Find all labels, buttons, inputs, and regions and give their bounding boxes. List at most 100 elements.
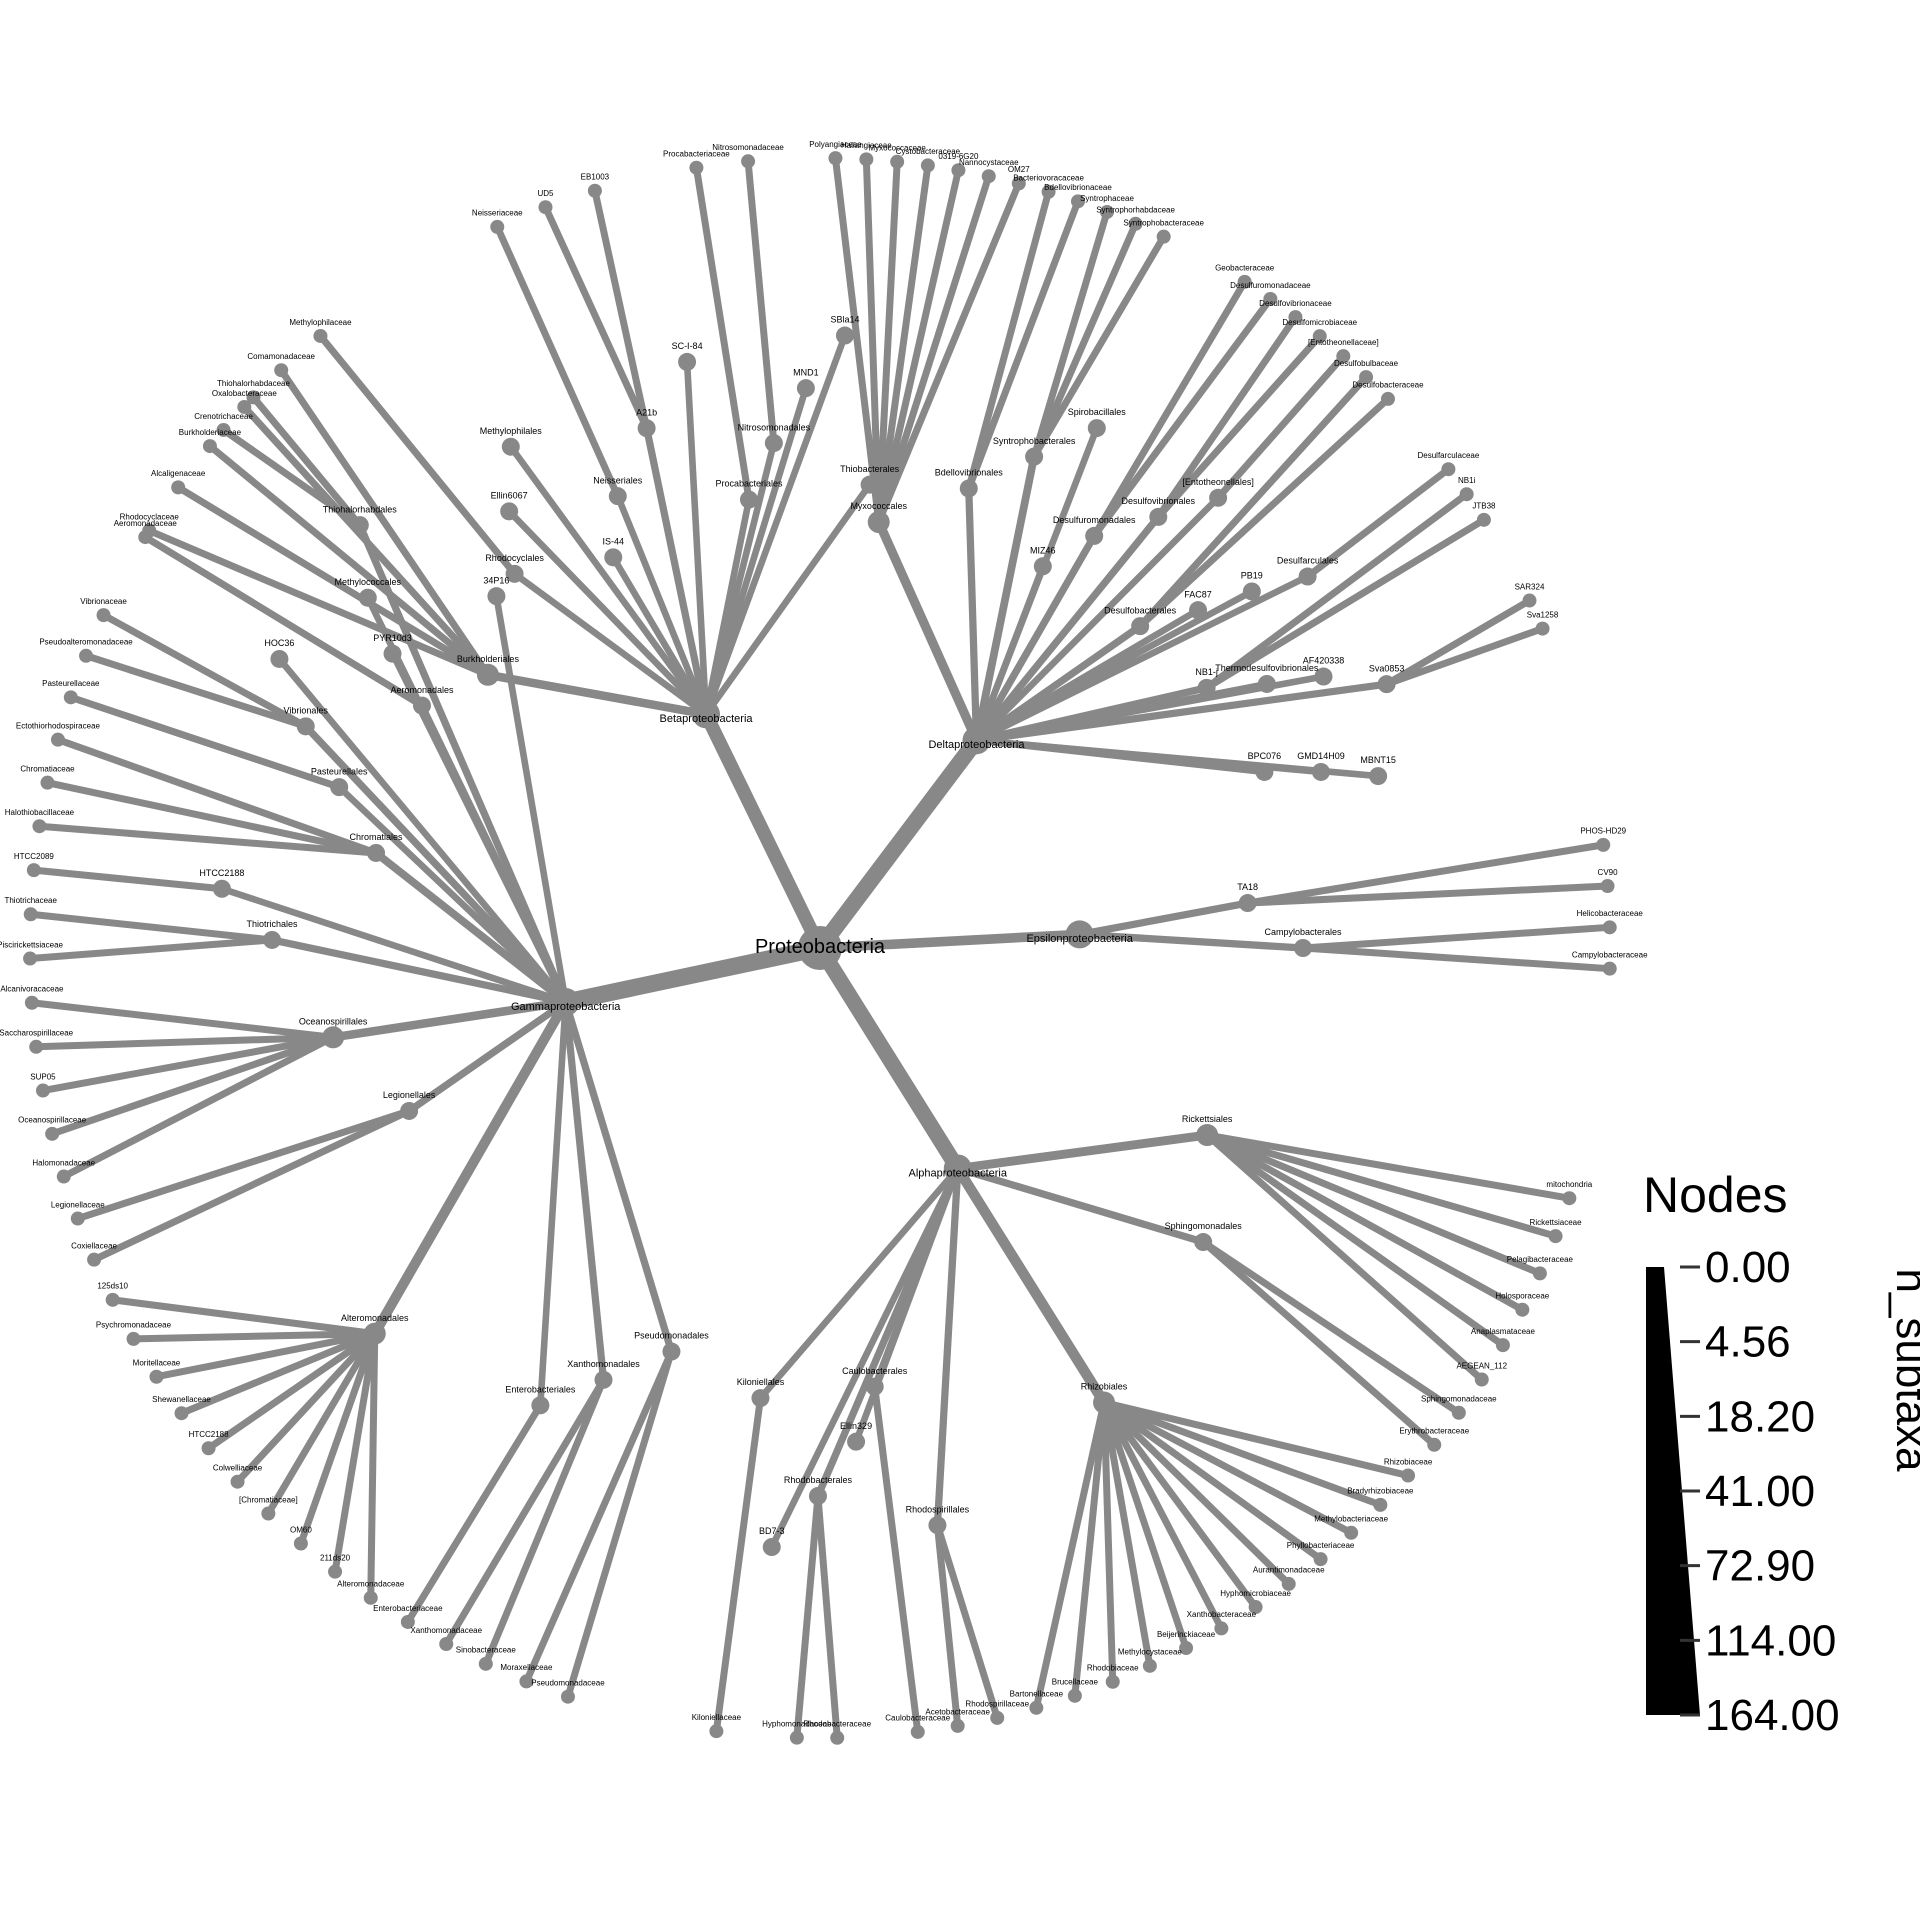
node-chromatiaceae [261,1506,276,1521]
node-procabacteriaceae [689,160,704,175]
edge-miz46 [973,562,1047,744]
edge-phos-hd29 [1244,841,1607,907]
node-syntrophorhabdaceae [1128,216,1143,231]
edge-oceanospirillales [328,997,570,1042]
edge-piscirickettsiaceae [26,936,276,963]
legend-title: Nodes [1643,1167,1788,1223]
node-htcc2188 [212,879,231,898]
node-sva0853 [1377,675,1396,694]
edge-haliangiaceae [862,155,883,526]
node-pasteurellales [330,778,349,797]
label-desulfobulbaceae: Desulfobulbaceae [1334,359,1399,368]
edge-cystobacteraceae [875,161,932,526]
edge-sc-i-84 [683,358,710,718]
node-gmd14h09 [1311,762,1330,781]
label-htcc2188: HTCC2188 [189,1430,230,1439]
label-enterobacteriaceae: Enterobacteriaceae [373,1604,443,1613]
node-psychromonadaceae [126,1331,141,1346]
node-desulfovibrionaceae [1288,310,1303,325]
label-desulfovibrionaceae: Desulfovibrionaceae [1259,299,1332,308]
edge-psychromonadaceae [129,1330,379,1343]
node-holosporaceae [1515,1302,1530,1317]
label-pasteurellaceae: Pasteurellaceae [42,679,100,688]
edge-coxiellaceae [90,1107,413,1264]
label-mnd1: MND1 [793,367,819,377]
edge-thiohalorhabdales [356,521,570,1006]
label-mitochondria: mitochondria [1546,1180,1592,1189]
edge-cv90 [1244,882,1612,907]
label-deltaproteobacteria: Deltaproteobacteria [928,739,1025,751]
label-htcc2188: HTCC2188 [199,868,244,878]
edge-syntrophorhabdaceae [1030,220,1140,461]
edge-desulfuromonadales [972,532,1098,744]
node-caulobacteraceae [910,1724,925,1739]
edge-desulfuromonadaceae [1090,295,1274,540]
node-eb1003 [587,183,602,198]
label-hyphomicrobiaceae: Hyphomicrobiaceae [1220,1589,1291,1598]
label-pelagibacteraceae: Pelagibacteraceae [1507,1255,1574,1264]
label-phos-hd29: PHOS-HD29 [1580,827,1626,836]
node-halothiobacillaceae [32,819,47,834]
edge-pelagibacteraceae [1203,1131,1544,1277]
edge-desulfovibrionales [972,513,1162,744]
edge-legionellales [405,998,570,1115]
node-bartonellaceae [1029,1700,1044,1715]
label-rhizobiaceae: Rhizobiaceae [1384,1457,1433,1466]
node-rhodocyclales [505,564,524,583]
tree-nodes [23,151,1617,1745]
edge-bdellovibrionaceae [965,197,1082,492]
edge-34p16 [493,592,569,1006]
edge-enterobacteriaceae [404,1401,544,1626]
node-methylocystaceae [1142,1658,1157,1673]
label-phyllobacteriaceae: Phyllobacteriaceae [1287,1541,1355,1550]
label-bdellovibrionales: Bdellovibrionales [935,468,1004,478]
edge-desulfovibrionaceae [1154,313,1299,521]
node-xanthomonadales [594,1370,613,1389]
edge-epsilonproteobacteria [815,929,1085,953]
label-oceanospirillaceae: Oceanospirillaceae [18,1116,87,1125]
label-ellin329: Ellin329 [840,1421,872,1431]
label-desulfarculales: Desulfarculales [1277,556,1339,566]
label-rhodospirillales: Rhodospirillales [906,1504,970,1514]
edge-desulfobulbaceae [1136,373,1370,630]
edge-rickettsiales [953,1130,1212,1173]
node-thiohalorhabdales [350,516,369,535]
label-sphingomonadales: Sphingomonadales [1165,1221,1243,1231]
node-sc-i-84 [678,352,697,371]
edge-a21b [642,424,710,718]
node-mitochondria [1562,1191,1577,1206]
label-ellin6067: Ellin6067 [491,490,528,500]
label-desulfuromonadales: Desulfuromonadales [1053,515,1136,525]
label-rhodocyclales: Rhodocyclales [485,553,544,563]
label-oxalobacteraceae: Oxalobacteraceae [212,389,277,398]
edge-enterobacteriales [537,998,569,1409]
edge-vibrionales [302,722,570,1006]
label-rhodobacteraceae: Rhodobacteraceae [803,1720,871,1729]
label-thiotrichaceae: Thiotrichaceae [4,896,57,905]
edge-kiloniellaceae [712,1394,764,1735]
node-desulfuromonadales [1085,526,1104,545]
label-thiohalorhabdales: Thiohalorhabdales [323,504,398,514]
edge-beijerinckiaceae [1100,1399,1190,1652]
label-ud5: UD5 [537,189,554,198]
node-syntrophobacterales [1025,447,1044,466]
node-fac87 [1189,601,1208,620]
label-aeromonadaceae: Aeromonadaceae [114,519,178,528]
edge-desulfarculaceae [1304,465,1452,581]
label-legionellales: Legionellales [383,1090,436,1100]
label-rhodobiaceae: Rhodobiaceae [1087,1664,1139,1673]
node-ectothiorhodospiraceae [50,732,65,747]
label-vibrionaceae: Vibrionaceae [80,597,127,606]
label-psychromonadaceae: Psychromonadaceae [96,1321,172,1330]
label-om60: OM60 [290,1525,312,1534]
edge-betaproteobacteria [699,707,827,955]
node-enterobacteriales [531,1396,550,1415]
edge-nitrosomonadaceae [744,157,778,447]
edge-rhodospirillales [933,1164,962,1529]
label-rhizobiales: Rhizobiales [1081,1382,1128,1392]
node-desulfuromonadaceae [1263,291,1278,306]
edge-om27 [875,179,1023,526]
label-burkholderiales: Burkholderiales [457,654,520,664]
label-caulobacterales: Caulobacterales [842,1366,908,1376]
edge-is-44 [609,554,710,718]
